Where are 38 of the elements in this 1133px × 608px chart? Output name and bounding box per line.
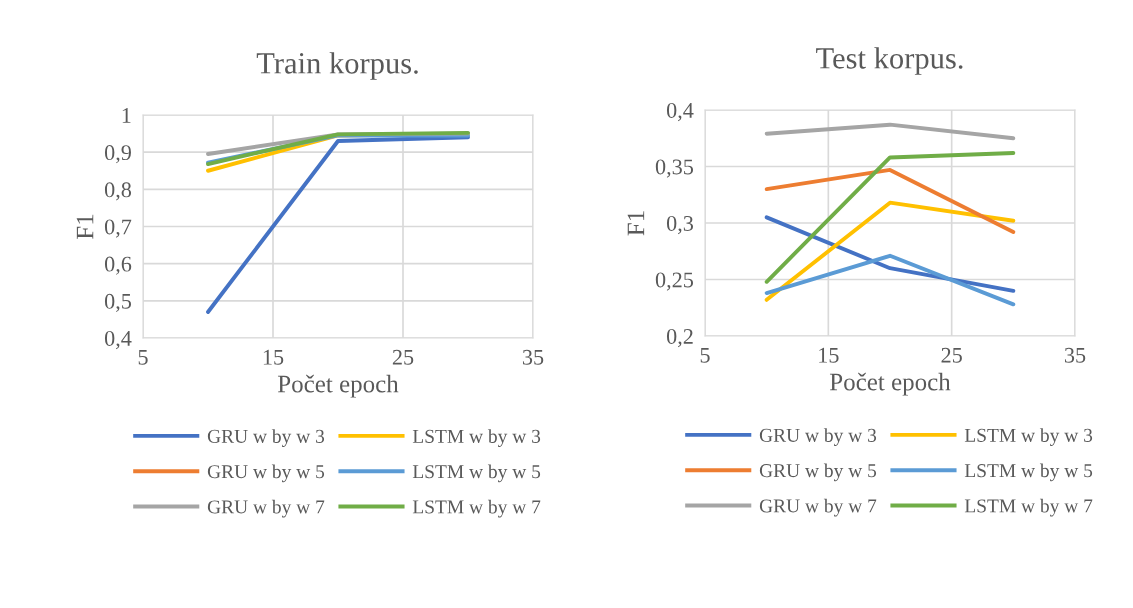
legend-label: LSTM w by w 3 xyxy=(412,429,541,447)
y-axis-title: F1 xyxy=(76,214,94,239)
x-tick-label: 15 xyxy=(819,347,839,363)
legend-label: LSTM w by w 7 xyxy=(412,499,541,518)
y-tick-label: 0,8 xyxy=(104,182,132,201)
legend-label: GRU w by w 3 xyxy=(759,428,877,446)
y-tick-label: 0,35 xyxy=(655,159,694,178)
legend-label: LSTM w by w 5 xyxy=(412,464,541,483)
y-tick-label: 0,25 xyxy=(655,272,694,291)
y-tick-label: 0,5 xyxy=(104,293,132,312)
x-tick-label: 25 xyxy=(941,347,962,363)
legend-label: LSTM w by w 7 xyxy=(964,498,1093,517)
y-axis-title: F1 xyxy=(627,211,645,236)
x-tick-label: 35 xyxy=(522,349,544,365)
y-tick-label: 0,4 xyxy=(104,330,132,350)
x-axis-title: Počet epoch xyxy=(277,374,399,398)
chart-title: Test korpus. xyxy=(816,47,963,75)
legend-label: GRU w by w 5 xyxy=(207,464,325,483)
y-tick-label: 0,4 xyxy=(666,102,694,122)
y-tick-label: 0,7 xyxy=(104,219,132,238)
x-tick-label: 15 xyxy=(263,349,284,365)
legend-label: GRU w by w 3 xyxy=(207,429,325,447)
y-tick-label: 1 xyxy=(122,108,131,123)
y-tick-label: 0,9 xyxy=(104,145,131,164)
chart-title: Train korpus. xyxy=(256,52,418,80)
x-axis-title: Počet epoch xyxy=(829,372,951,396)
x-tick-label: 5 xyxy=(138,349,148,365)
x-tick-label: 25 xyxy=(392,349,414,365)
legend-label: GRU w by w 7 xyxy=(759,498,877,517)
y-tick-label: 0,2 xyxy=(666,328,693,348)
legend-label: LSTM w by w 3 xyxy=(964,428,1093,446)
legend-label: GRU w by w 5 xyxy=(759,463,877,482)
y-tick-label: 0,6 xyxy=(104,256,132,275)
x-tick-label: 35 xyxy=(1064,347,1086,363)
legend-label: GRU w by w 7 xyxy=(207,499,325,518)
y-tick-label: 0,3 xyxy=(666,215,694,235)
x-tick-label: 5 xyxy=(700,347,710,363)
legend-label: LSTM w by w 5 xyxy=(964,463,1093,482)
